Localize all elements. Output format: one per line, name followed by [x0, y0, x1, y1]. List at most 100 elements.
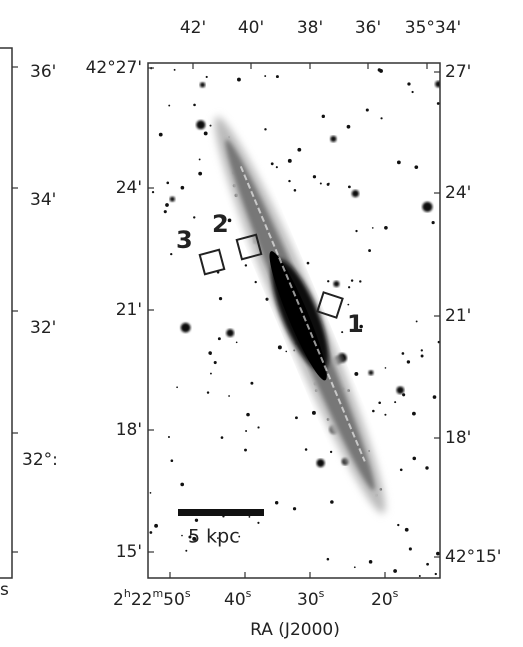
star — [377, 68, 381, 72]
star — [436, 102, 440, 105]
region-box — [316, 291, 344, 319]
dec-tick-label: 21' — [116, 300, 142, 320]
star — [394, 401, 397, 404]
scale-label: 5 kpc — [188, 526, 240, 548]
star — [293, 189, 297, 192]
star — [163, 210, 167, 214]
star — [188, 535, 192, 539]
star — [346, 124, 351, 129]
star — [149, 531, 153, 534]
star — [422, 201, 433, 212]
star — [350, 279, 354, 282]
star — [411, 90, 414, 94]
dec-tick-label: 15' — [116, 542, 142, 562]
left-tick-label: 32°: — [22, 450, 58, 470]
star — [351, 189, 360, 198]
star — [408, 547, 412, 551]
ra-tick-label: 20s — [371, 587, 399, 610]
dec-tick-label: 18' — [116, 420, 142, 440]
top-tick-label: 42' — [180, 18, 206, 38]
star — [431, 220, 435, 225]
star — [238, 535, 241, 538]
star — [176, 386, 178, 389]
star — [319, 182, 322, 185]
star — [274, 501, 279, 505]
star — [248, 516, 251, 518]
star — [418, 575, 421, 578]
star — [347, 303, 350, 306]
star — [245, 430, 248, 432]
left-tick-label: s — [0, 580, 9, 600]
star — [168, 104, 171, 107]
top-tick-label: 36' — [355, 18, 381, 38]
star — [432, 395, 437, 399]
star — [180, 482, 185, 487]
star — [218, 297, 223, 301]
star — [399, 468, 403, 472]
star — [257, 521, 260, 524]
star — [396, 160, 401, 165]
star — [288, 179, 291, 183]
ra-tick-label: 30s — [297, 587, 325, 610]
star — [347, 185, 351, 189]
star — [397, 523, 400, 527]
star — [277, 345, 282, 350]
star — [285, 350, 288, 353]
star — [412, 456, 417, 461]
star — [412, 411, 416, 416]
region-box — [198, 248, 226, 276]
star — [270, 162, 274, 166]
star — [353, 566, 356, 569]
star — [198, 158, 201, 161]
star — [402, 393, 406, 397]
star — [329, 450, 333, 454]
star — [304, 448, 308, 451]
star — [173, 68, 176, 71]
star — [275, 166, 278, 169]
star — [404, 527, 409, 532]
star — [401, 352, 405, 355]
star — [217, 337, 221, 341]
star — [295, 416, 298, 420]
region-label: 1 — [347, 310, 364, 338]
star — [371, 227, 374, 229]
star — [359, 324, 363, 329]
star — [348, 286, 351, 289]
ra-tick-label: 2h22m50s — [113, 587, 191, 610]
star — [228, 395, 230, 397]
star — [420, 354, 424, 358]
top-tick-label: 35°34' — [405, 18, 461, 38]
star — [384, 367, 387, 369]
star — [209, 372, 212, 375]
star — [227, 218, 232, 223]
star — [368, 560, 373, 564]
star — [372, 409, 375, 413]
star — [368, 249, 371, 252]
star — [292, 507, 297, 511]
star — [436, 551, 440, 556]
star — [414, 165, 419, 170]
star — [380, 117, 383, 120]
star — [206, 391, 210, 394]
star — [220, 436, 224, 439]
star — [193, 216, 196, 219]
left-tick-label: 34' — [30, 190, 56, 210]
star — [167, 436, 170, 439]
star — [359, 280, 362, 283]
star — [199, 82, 206, 88]
star — [226, 329, 235, 337]
region-label: 3 — [176, 226, 193, 254]
star — [311, 410, 316, 415]
star — [407, 82, 411, 86]
star — [170, 253, 173, 256]
star — [158, 132, 163, 137]
star — [328, 182, 330, 185]
star — [265, 297, 269, 301]
star — [166, 181, 170, 185]
star — [326, 557, 330, 561]
dec-tick-label: 18' — [445, 428, 471, 448]
star — [297, 147, 302, 152]
top-tick-label: 38' — [297, 18, 323, 38]
star — [169, 196, 175, 202]
star — [396, 386, 405, 395]
